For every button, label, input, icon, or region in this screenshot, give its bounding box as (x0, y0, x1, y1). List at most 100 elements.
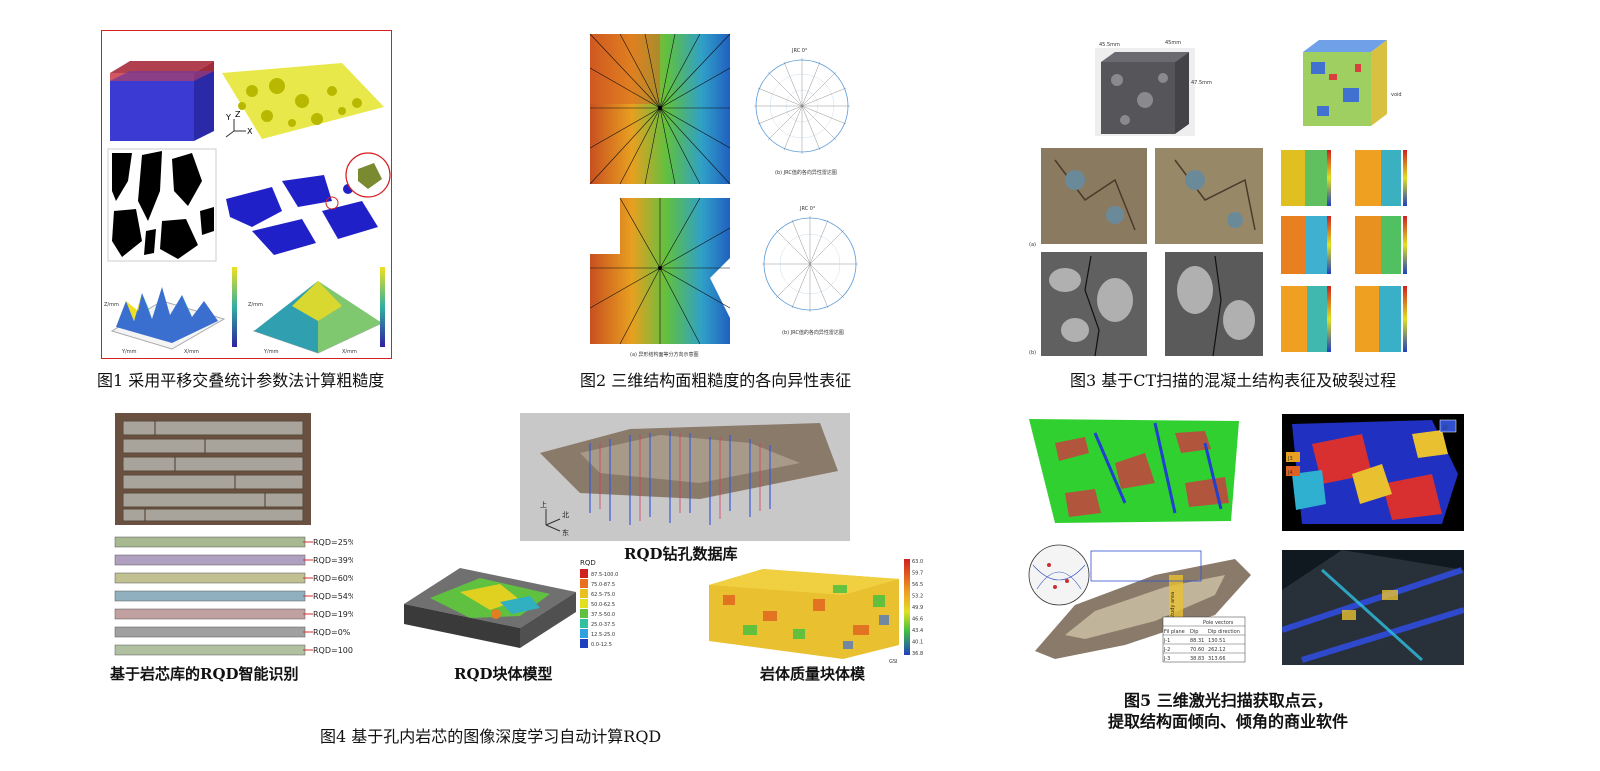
fig5-pole-table: Pole vectors Fil plane Dip Dip direction J-1… (1162, 616, 1246, 663)
fig2-radar-top: JRC 0° (b) JRC值的各向异性雷达图 (754, 48, 850, 176)
rqd-value-label: RQD=100% (313, 646, 353, 655)
fig3-dim-d: 45mm (1165, 40, 1181, 46)
fig5-study-label: Study area (1170, 592, 1176, 619)
pole-table-cell: J-2 (1163, 647, 1170, 653)
svg-text:Z/mm: Z/mm (248, 302, 263, 308)
rqd-core-strip (114, 572, 306, 584)
fig2-sub-a: (a) 异形结构面等分方向示意图 (630, 351, 699, 358)
fig2-radar-title-bottom: JRC 0° (799, 206, 816, 212)
rqd-legend-swatch (580, 589, 588, 598)
fig4-gsi-label: GSI (889, 659, 898, 665)
fig4-caption: 图4 基于孔内岩芯的图像深度学习自动计算RQD (320, 727, 662, 746)
rqd-value-label: RQD=19% (313, 610, 353, 619)
fig1-surface-plot-right: Y/mm X/mm Z/mm (248, 267, 385, 355)
svg-text:Z: Z (235, 110, 241, 119)
svg-text:Y: Y (225, 113, 231, 122)
rqd-legend-swatch (580, 619, 588, 628)
rqd-legend-item: 87.5-100.0 (591, 572, 618, 578)
fig3-simulation-cube-array (1281, 150, 1407, 352)
rqd-core-strip (114, 608, 306, 620)
fig2-topo-map-bottom: (a) 异形结构面等分方向示意图 (589, 197, 731, 358)
fig5-joint-sets-image: J2 J3 J4 (1282, 414, 1464, 531)
pole-table-cell: 38.83 (1190, 656, 1204, 662)
gsi-tick-label: 59.7 (912, 571, 923, 577)
fig2-caption: 图2 三维结构面粗糙度的各向异性表征 (580, 371, 852, 390)
pole-table-cell: 313.66 (1208, 656, 1226, 662)
gsi-tick-label: 46.6 (912, 617, 923, 623)
svg-text:X: X (247, 127, 253, 136)
rqd-core-strip (114, 554, 306, 566)
rqd-legend-item: 50.0-62.5 (591, 602, 615, 608)
pole-table-header: Fil plane (1164, 629, 1185, 635)
fig3-fracture-photos: (a) (1029, 148, 1263, 248)
fig1-panel: Y Z X (101, 30, 392, 359)
fig2-radar-title-top: JRC 0° (791, 48, 808, 54)
pole-table-cell: 262.12 (1208, 647, 1226, 653)
fig2-sub-b-top: (b) JRC值的各向异性雷达图 (775, 169, 837, 176)
rqd-legend-swatch (580, 609, 588, 618)
rqd-core-strip (114, 644, 306, 656)
rqd-core-strip (114, 536, 306, 548)
fig3-dim-w: 45.5mm (1099, 42, 1120, 48)
svg-text:Y/mm: Y/mm (263, 349, 279, 355)
gsi-tick-label: 36.8 (912, 651, 923, 657)
rqd-legend-item: 0.0-12.5 (591, 642, 612, 648)
fig2-panel: (a) 异形结构面等分方向示意图 JRC 0° (b) JRC值的各向异性雷达图 (570, 28, 870, 360)
fig3-label-a: (a) (1029, 242, 1036, 248)
fig3-dim-h: 47.5mm (1191, 80, 1212, 86)
gsi-tick-label: 63.0 (912, 559, 923, 565)
rqd-legend-swatch (580, 639, 588, 648)
fig3-void-label: void (1391, 92, 1402, 98)
pole-table-header: Dip (1190, 629, 1198, 635)
gsi-tick-label: 49.9 (912, 605, 923, 611)
pole-table-cell: J-3 (1163, 656, 1170, 662)
fig3-graphics: 45.5mm 45mm 47.5mm void (a) (1029, 40, 1407, 357)
fig1-graphics: Y Z X (104, 61, 391, 355)
fig5-tag-j3: J3 (1287, 456, 1293, 462)
fig1-yellow-surface-image: Y Z X (222, 63, 384, 139)
pole-table-header: Dip direction (1208, 629, 1240, 635)
rqd-legend-swatch (580, 629, 588, 638)
rqd-legend-swatch (580, 569, 588, 578)
fig5-caption-line2: 提取结构面倾向、倾角的商业软件 (1108, 712, 1349, 731)
fig2-topo-map-top (589, 33, 731, 185)
fig4-rqd-legend: RQD 87.5-100.0 75.0-87.5 62.5-75.0 50.0-62.5… (578, 557, 658, 657)
fig5-point-cloud-stereonet: Study area Pole vectors Fil plane Dip Dip d… (1015, 535, 1255, 665)
fig4-axis-north: 北 (562, 511, 569, 519)
fig5-tag-j4: J4 (1287, 470, 1293, 476)
rqd-legend-item: 37.5-50.0 (591, 612, 615, 618)
fig3-ct-slices: (b) (1029, 252, 1263, 357)
svg-text:Z/mm: Z/mm (104, 302, 119, 308)
fig3-label-b: (b) (1029, 350, 1036, 356)
pole-table-cell: 130.51 (1208, 638, 1226, 644)
fig4-sub-core: 基于岩芯库的RQD智能识别 (110, 665, 299, 683)
rqd-legend-swatch (580, 579, 588, 588)
rqd-legend-item: 62.5-75.0 (591, 592, 615, 598)
fig3-caption: 图3 基于CT扫描的混凝土结构表征及破裂过程 (1070, 371, 1397, 390)
fig4-axis-up: 上 (540, 500, 547, 509)
rqd-core-strip (114, 626, 306, 638)
fig4-sub-db: RQD钻孔数据库 (624, 545, 738, 563)
fig4-rock-mass-block-model: GSI 63.0 59.7 56.5 53.2 49.9 46.6 43.4 40.1 36.8 (703, 555, 931, 665)
fig1-caption: 图1 采用平移交叠统计参数法计算粗糙度 (97, 371, 385, 390)
pole-table-cell: 88.31 (1190, 638, 1204, 644)
rqd-value-label: RQD=25% (313, 538, 353, 547)
fig5-caption-line1: 图5 三维激光扫描获取点云， (1124, 691, 1333, 710)
gsi-tick-label: 40.1 (912, 640, 923, 646)
rqd-legend-swatch (580, 599, 588, 608)
rqd-legend-item: 25.0-37.5 (591, 622, 615, 628)
fig1-blocks-image (110, 61, 214, 141)
gsi-tick-label: 53.2 (912, 594, 923, 600)
fig2-radar-bottom: JRC 0° (b) JRC值的各向异性雷达图 (762, 206, 858, 336)
rqd-value-label: RQD=60% (313, 574, 353, 583)
fig4-sub-mass: 岩体质量块体模 (760, 665, 866, 683)
rqd-value-label: RQD=54% (313, 592, 353, 601)
fig5-point-cloud-face (1025, 413, 1243, 526)
rqd-legend-item: 12.5-25.0 (591, 632, 615, 638)
fig3-ct-color-cube: void (1303, 40, 1402, 126)
fig5-3d-joint-planes-image (1282, 550, 1464, 665)
rqd-legend-title: RQD (580, 559, 596, 567)
svg-text:X/mm: X/mm (184, 349, 199, 355)
rqd-core-strip (114, 590, 306, 602)
rqd-legend-item: 75.0-87.5 (591, 582, 615, 588)
